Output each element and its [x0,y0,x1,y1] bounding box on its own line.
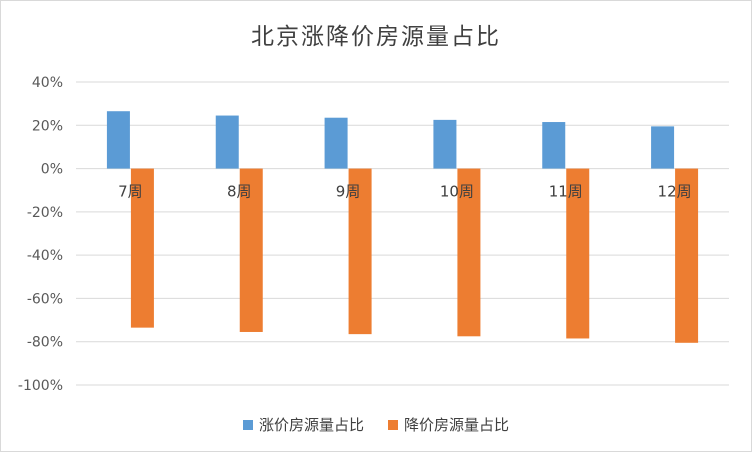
bar-rise [215,115,239,169]
bar-fall [457,168,481,337]
x-tick-label: 11周 [549,183,583,201]
legend-label-rise: 涨价房源量占比 [258,416,364,434]
y-tick-label: 20% [32,118,63,134]
bar-rise [106,111,130,169]
bar-fall [675,168,699,343]
bar-rise [651,126,675,169]
x-tick-label: 8周 [227,183,252,201]
y-tick-label: -20% [27,205,63,221]
legend-item-fall: 降价房源量占比 [388,414,509,435]
legend-swatch-rise [242,419,253,430]
x-tick-label: 10周 [440,183,474,201]
y-tick-label: 0% [41,162,63,178]
y-tick-label: -60% [27,291,63,307]
chart-legend: 涨价房源量占比 降价房源量占比 [1,414,751,435]
y-tick-label: 40% [32,75,63,91]
x-tick-label: 12周 [658,183,692,201]
bar-rise [433,119,457,169]
y-tick-label: -40% [27,248,63,264]
x-tick-label: 9周 [336,183,361,201]
x-tick-label: 7周 [118,183,143,201]
bar-rise [324,117,348,169]
bar-rise [542,122,566,169]
chart-title: 北京涨降价房源量占比 [251,24,501,50]
legend-swatch-fall [388,419,398,430]
bar-fall [566,168,590,339]
bar-fall [348,168,372,335]
y-tick-label: -100% [18,378,63,394]
legend-label-fall: 降价房源量占比 [404,416,510,434]
bar-fall [239,168,263,332]
bar-fall [130,168,154,328]
y-tick-label: -80% [27,335,63,351]
legend-item-rise: 涨价房源量占比 [242,414,364,435]
